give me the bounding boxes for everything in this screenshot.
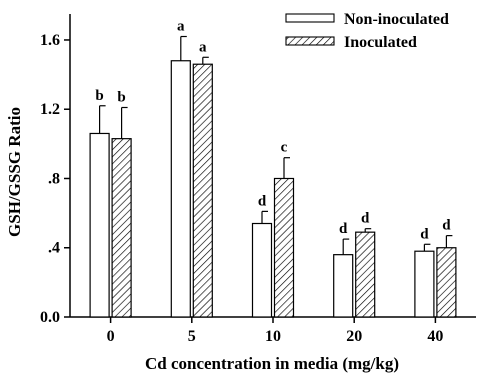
y-tick-label: .8 (48, 170, 60, 187)
bars-group (89, 60, 457, 318)
legend-label: Non-inoculated (344, 11, 449, 28)
y-tick-label: 1.6 (40, 32, 60, 49)
y-tick-label: 0.0 (40, 309, 60, 326)
bar-inoculated (355, 231, 376, 318)
bar-inoculated (273, 177, 295, 318)
error-bars-group (98, 35, 453, 255)
significance-label: d (361, 211, 370, 227)
bar-inoculated (436, 247, 457, 318)
significance-label: d (420, 226, 429, 242)
y-tick-label: 1.2 (40, 101, 60, 118)
significance-label: a (177, 19, 185, 35)
x-tick-label: 0 (107, 328, 115, 345)
significance-label: a (199, 39, 207, 55)
bar-non-inoculated (89, 132, 110, 318)
significance-label: d (339, 221, 348, 237)
x-tick-label: 40 (427, 328, 443, 345)
legend-swatch (285, 13, 335, 23)
x-tick-label: 5 (188, 328, 196, 345)
axes: 0.0 .4 .8 1.2 1.6 0 5 10 20 40 (40, 14, 476, 345)
legend: Non-inoculated Inoculated (285, 11, 449, 51)
bar-inoculated (111, 138, 132, 318)
x-axis-title: Cd concentration in media (mg/kg) (145, 354, 399, 373)
significance-label: d (258, 193, 267, 209)
significance-label: c (281, 140, 288, 156)
bar-non-inoculated (333, 254, 354, 318)
legend-label: Inoculated (344, 34, 417, 51)
significance-label: b (95, 88, 103, 104)
x-tick-label: 10 (265, 328, 281, 345)
legend-swatch (285, 36, 335, 46)
x-tick-label: 20 (346, 328, 362, 345)
significance-label: b (117, 89, 125, 105)
y-tick-label: .4 (48, 240, 60, 257)
bar-non-inoculated (251, 222, 273, 318)
bar-inoculated (192, 63, 213, 318)
bar-non-inoculated (414, 250, 435, 318)
significance-label: d (442, 218, 451, 234)
y-axis-title: GSH/GSSG Ratio (5, 107, 24, 237)
bar-non-inoculated (170, 60, 191, 318)
